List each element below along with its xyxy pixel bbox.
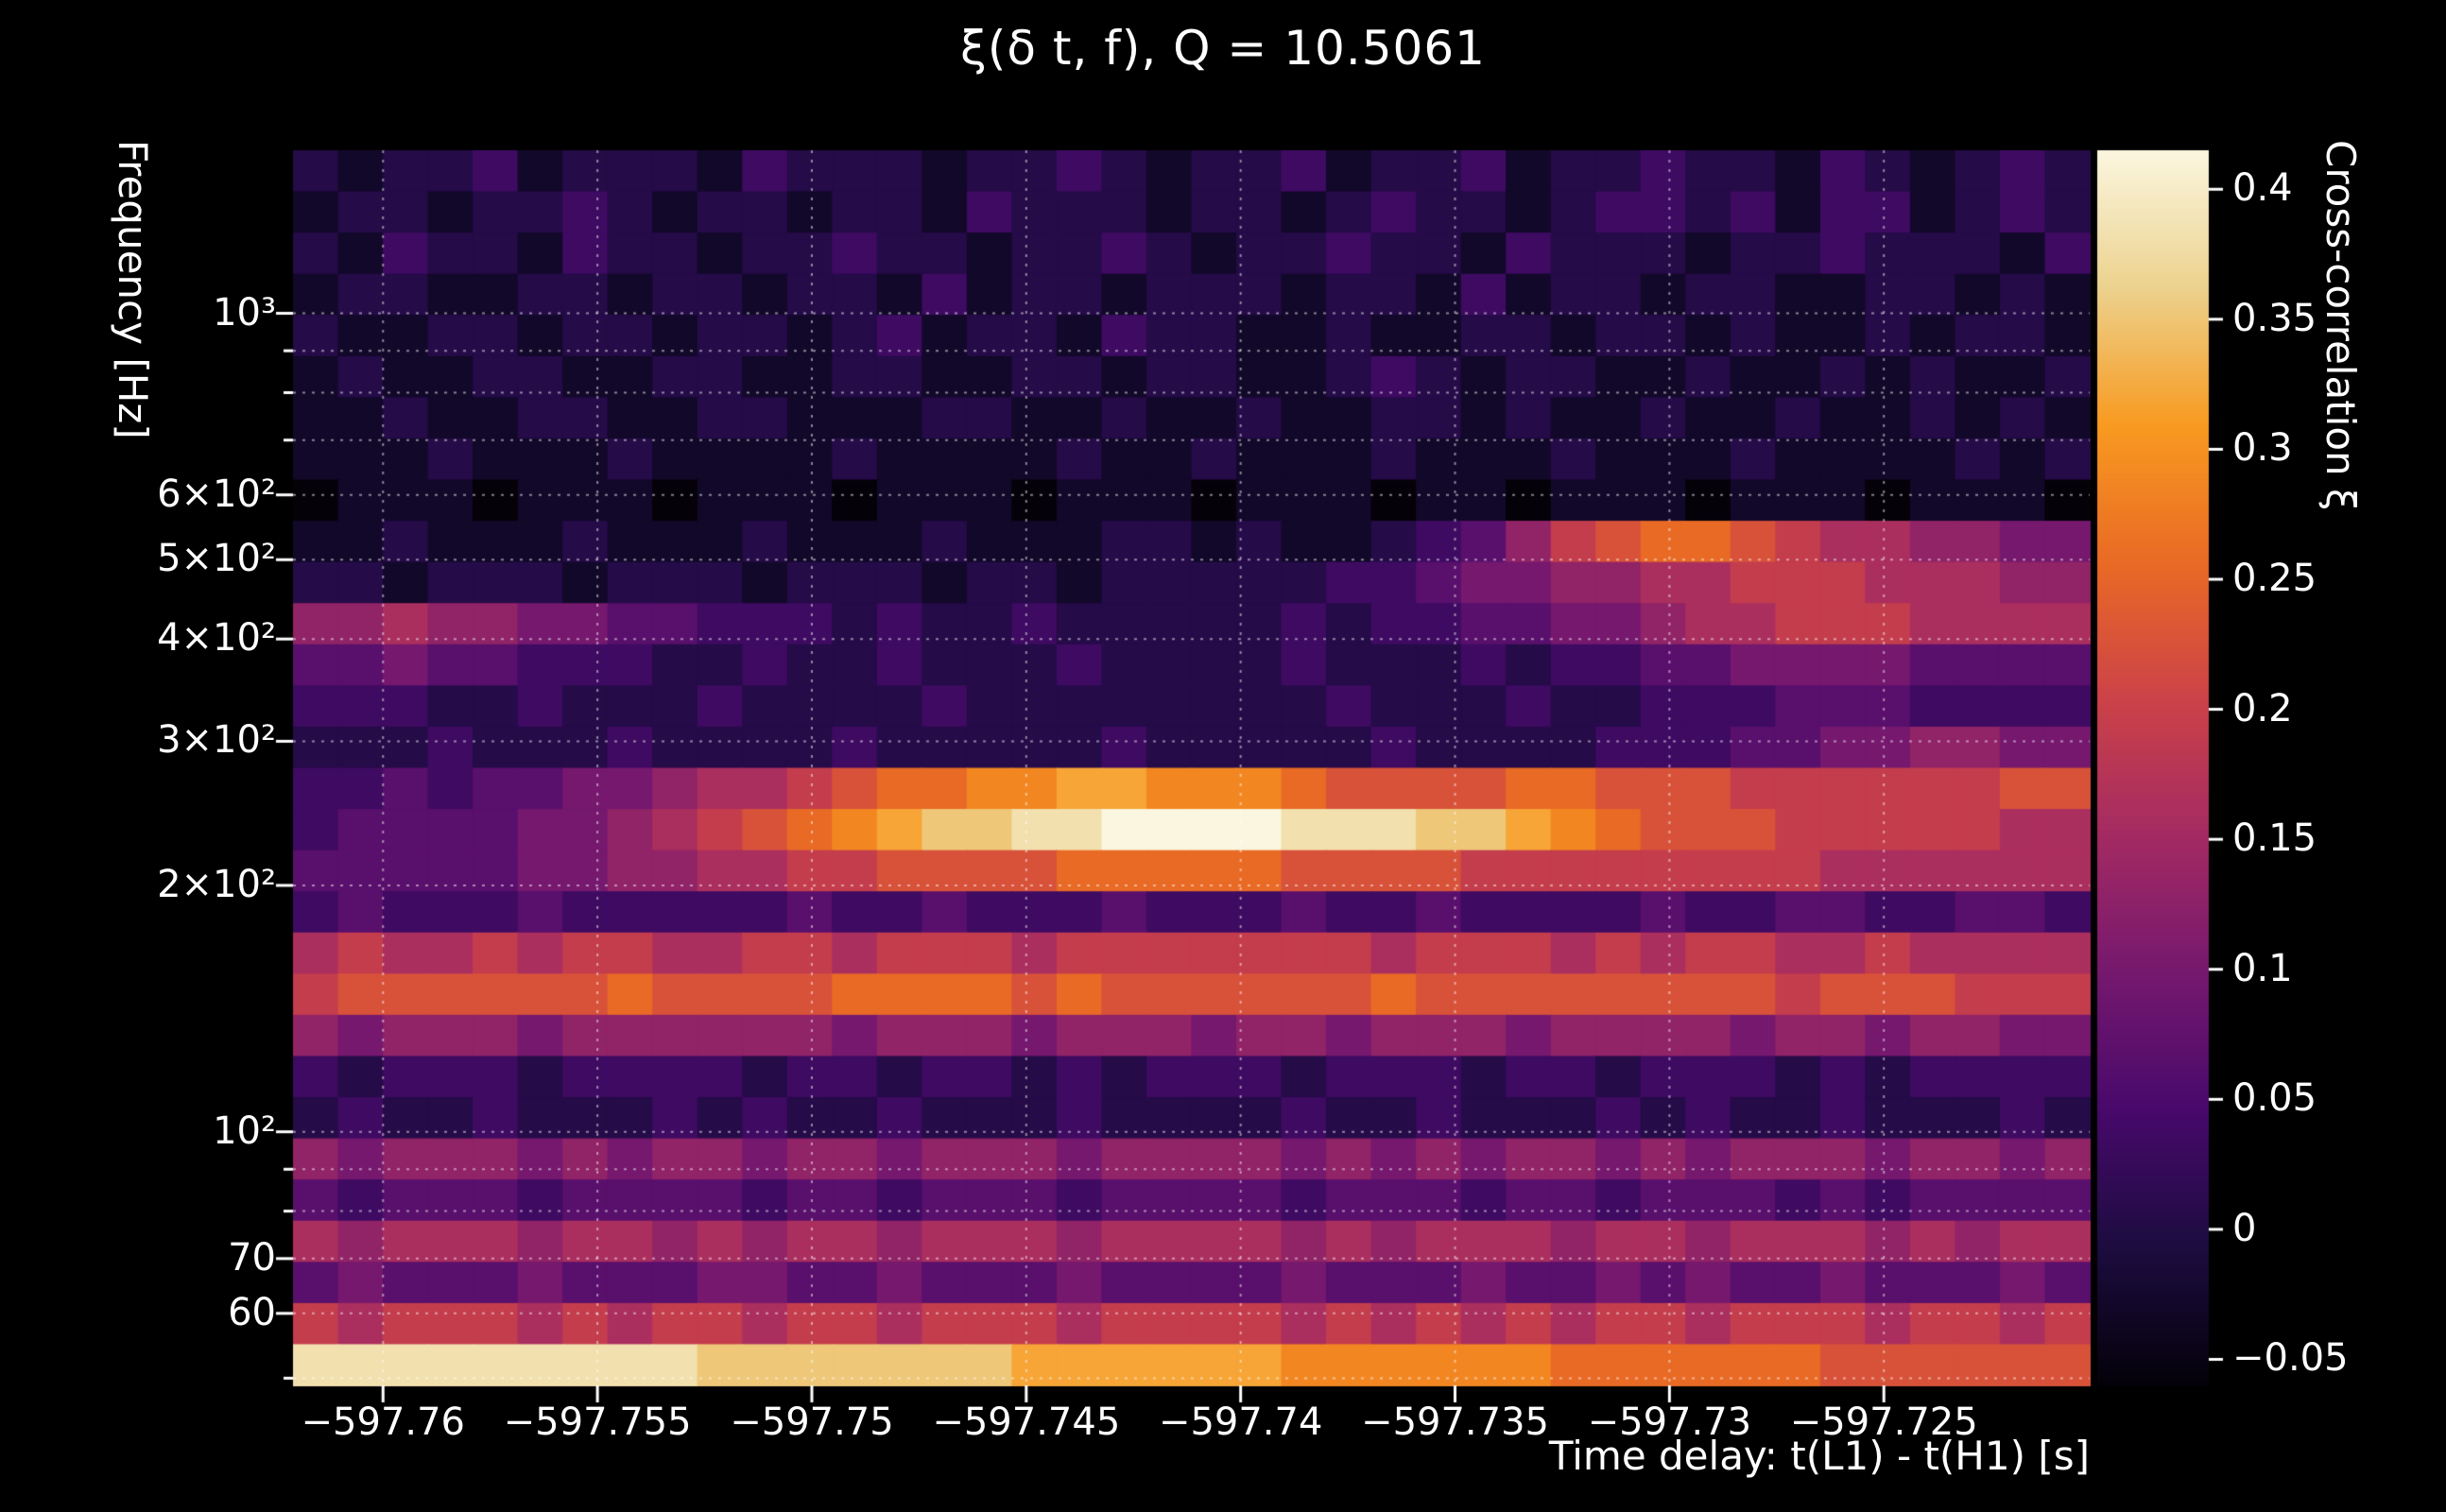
x-tick-label: −597.745 <box>932 1400 1121 1444</box>
y-tick-label: 3×10² <box>157 718 276 763</box>
y-tick-label: 4×10² <box>157 616 276 661</box>
chart-title: ξ(δ t, f), Q = 10.5061 <box>960 21 1486 76</box>
colorbar-title: Cross-correlation ξ <box>2317 140 2364 511</box>
colorbar-tick-label: −0.05 <box>2232 1336 2349 1381</box>
colorbar-tick-label: 0.1 <box>2232 946 2293 990</box>
colorbar-tick-label: 0.35 <box>2232 296 2317 340</box>
y-tick-label: 10³ <box>213 290 276 335</box>
colorbar-tick-label: 0.05 <box>2232 1076 2317 1121</box>
colorbar-tick-label: 0 <box>2232 1206 2257 1250</box>
colorbar-tick-label: 0.25 <box>2232 557 2317 600</box>
colorbar-tick-label: 0.15 <box>2232 816 2317 861</box>
y-tick-label: 10² <box>213 1108 276 1153</box>
x-tick-label: −597.735 <box>1361 1400 1549 1444</box>
y-axis-title: Frequency [Hz] <box>110 140 156 439</box>
colorbar-tick-label: 0.4 <box>2232 166 2293 211</box>
x-tick-label: −597.74 <box>1158 1400 1323 1444</box>
y-tick-label: 2×10² <box>157 862 276 906</box>
x-axis-title: Time delay: t(L1) - t(H1) [s] <box>1548 1433 2090 1479</box>
y-tick-label: 70 <box>228 1235 276 1280</box>
x-tick-label: −597.73 <box>1587 1400 1752 1444</box>
colorbar-tick-label: 0.3 <box>2232 426 2293 471</box>
x-tick-label: −597.76 <box>301 1400 466 1444</box>
x-tick-label: −597.75 <box>730 1400 894 1444</box>
y-tick-label: 60 <box>228 1290 276 1334</box>
y-tick-label: 5×10² <box>157 537 276 581</box>
x-tick-label: −597.725 <box>1789 1400 1978 1444</box>
colorbar-tick-label: 0.2 <box>2232 686 2293 730</box>
x-tick-label: −597.755 <box>503 1400 692 1444</box>
y-tick-label: 6×10² <box>157 472 276 516</box>
